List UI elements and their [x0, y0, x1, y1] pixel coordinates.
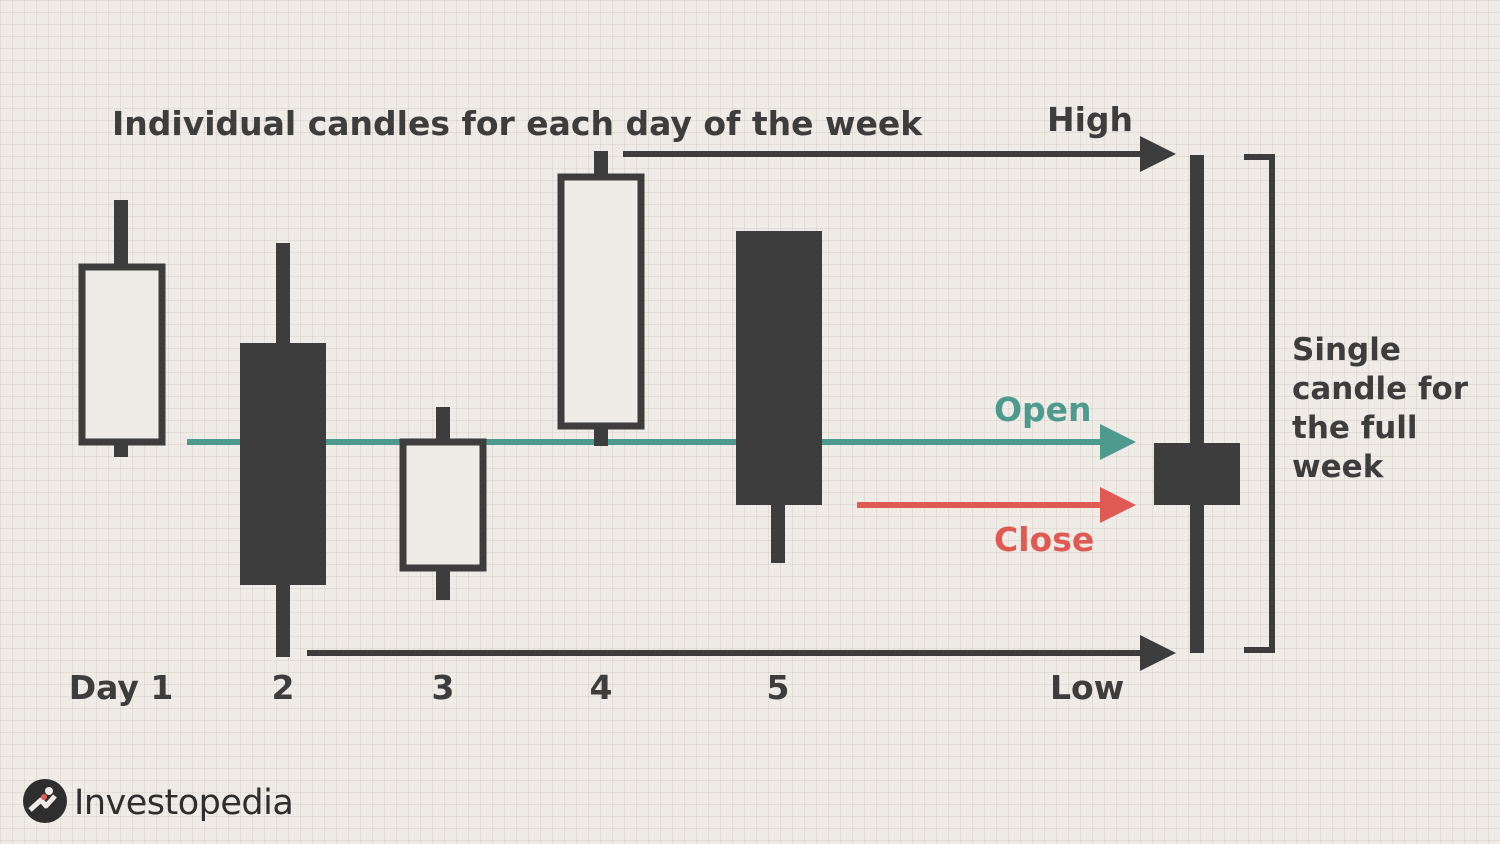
day-label: 2 — [271, 668, 295, 707]
single-candle-label: Single candle for the full week — [1292, 332, 1469, 485]
investopedia-logo-icon — [22, 778, 68, 828]
candle-day-3 — [399, 407, 487, 600]
week-bracket — [1244, 154, 1275, 653]
candle-day-2 — [240, 243, 326, 657]
weekly-candle — [1154, 155, 1240, 653]
diagram-heading: Individual candles for each day of the w… — [112, 104, 923, 143]
candle-day-5 — [736, 231, 822, 563]
logo-wordmark: Investopedia — [74, 783, 294, 823]
day-label: 5 — [766, 668, 790, 707]
open-label: Open — [994, 390, 1092, 429]
day-label: 3 — [431, 668, 455, 707]
day-label: Day 1 — [68, 668, 174, 707]
day-label: 4 — [589, 668, 613, 707]
investopedia-logo: Investopedia — [22, 776, 294, 830]
candle-day-4 — [557, 151, 645, 446]
candle-day-1 — [78, 200, 166, 457]
low-label: Low — [1050, 668, 1125, 707]
close-label: Close — [994, 520, 1095, 559]
high-label: High — [1047, 100, 1134, 139]
